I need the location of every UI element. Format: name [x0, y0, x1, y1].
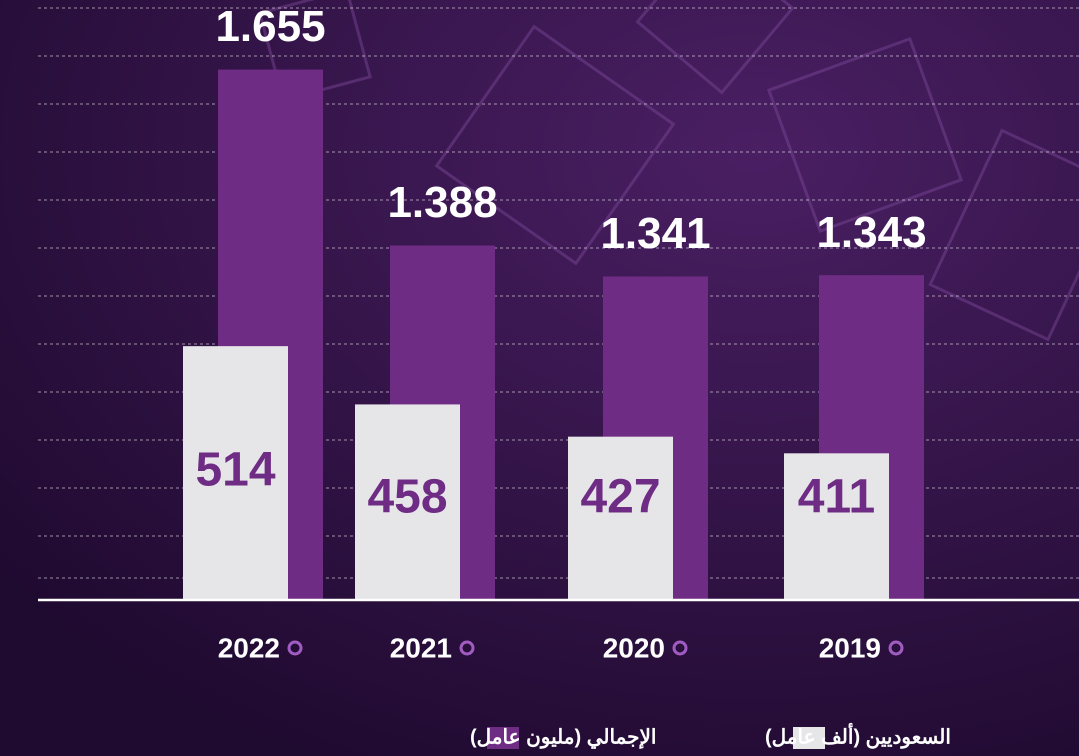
- value-label: 1.388: [387, 178, 497, 227]
- x-tick-label: 2020: [603, 632, 665, 663]
- value-label: 427: [580, 471, 660, 524]
- bar: [784, 453, 889, 600]
- legend-label: السعوديين (ألف عامل): [765, 722, 951, 749]
- category-dot: [459, 640, 475, 656]
- legend-swatch: [487, 727, 519, 749]
- x-tick-label: 2022: [218, 632, 280, 663]
- value-label: 1.343: [816, 208, 926, 257]
- marks: 1.655 1.388 1.341 1.343 514 458 427 411 2022 2021…: [183, 2, 951, 749]
- bar: [568, 436, 673, 600]
- category-dot: [888, 640, 904, 656]
- value-label: 411: [798, 471, 875, 524]
- value-label: 514: [195, 444, 275, 497]
- value-label: 1.341: [600, 209, 710, 258]
- category-dot: [672, 640, 688, 656]
- legend-swatch: [793, 727, 825, 749]
- category-dot: [287, 640, 303, 656]
- x-tick-label: 2021: [390, 632, 452, 663]
- value-label: 1.655: [215, 2, 325, 51]
- value-label: 458: [367, 471, 447, 524]
- bar: [355, 404, 460, 600]
- bar: [183, 346, 288, 600]
- legend-label: الإجمالي (مليون عامل): [470, 726, 656, 749]
- decoration: [258, 0, 1079, 342]
- x-tick-label: 2019: [819, 632, 881, 663]
